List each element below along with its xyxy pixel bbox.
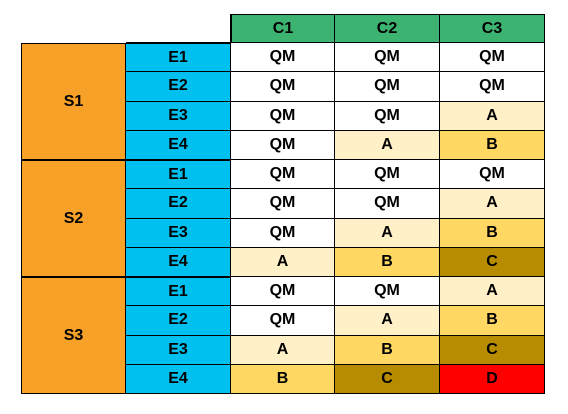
- matrix-cell: QM: [231, 277, 335, 307]
- row-label-s3-e4: E4: [126, 364, 231, 394]
- matrix-cell: QM: [335, 101, 440, 131]
- matrix-cell: QM: [231, 130, 335, 160]
- matrix-cell: A: [335, 306, 440, 336]
- group-label-s3: S3: [21, 277, 126, 394]
- risk-matrix-table: C1 C2 C3 S1 E1 QM QM QM E2 QM QM QM E3 QM QM A E4 QM A B…: [21, 14, 545, 394]
- matrix-cell: B: [440, 218, 545, 248]
- matrix-cell: A: [335, 218, 440, 248]
- matrix-cell: QM: [440, 160, 545, 190]
- matrix-cell: C: [335, 364, 440, 394]
- matrix-cell: B: [440, 306, 545, 336]
- matrix-cell: QM: [231, 101, 335, 131]
- matrix-cell: QM: [231, 306, 335, 336]
- matrix-cell: B: [440, 130, 545, 160]
- matrix-cell: D: [440, 364, 545, 394]
- matrix-cell: B: [335, 335, 440, 365]
- row-label-s3-e3: E3: [126, 335, 231, 365]
- matrix-cell: QM: [440, 72, 545, 102]
- matrix-cell: QM: [231, 218, 335, 248]
- matrix-cell: B: [335, 247, 440, 277]
- row-label-s1-e4: E4: [126, 130, 231, 160]
- matrix-cell: QM: [231, 72, 335, 102]
- matrix-cell: QM: [335, 72, 440, 102]
- row-label-s2-e1: E1: [126, 160, 231, 190]
- matrix-cell: QM: [335, 277, 440, 307]
- matrix-cell: A: [335, 130, 440, 160]
- matrix-cell: A: [440, 277, 545, 307]
- row-label-s1-e1: E1: [126, 43, 231, 73]
- matrix-cell: QM: [231, 189, 335, 219]
- row-label-s2-e3: E3: [126, 218, 231, 248]
- matrix-cell: A: [231, 247, 335, 277]
- row-label-s2-e2: E2: [126, 189, 231, 219]
- row-label-s1-e3: E3: [126, 101, 231, 131]
- row-label-s3-e1: E1: [126, 277, 231, 307]
- matrix-cell: A: [440, 101, 545, 131]
- corner-blank: [21, 14, 126, 43]
- group-label-s2: S2: [21, 160, 126, 277]
- group-label-s1: S1: [21, 43, 126, 160]
- matrix-cell: B: [231, 364, 335, 394]
- matrix-cell: QM: [231, 43, 335, 73]
- matrix-cell: QM: [335, 43, 440, 73]
- matrix-cell: QM: [335, 189, 440, 219]
- matrix-cell: C: [440, 335, 545, 365]
- column-header-c2: C2: [335, 14, 440, 43]
- row-label-s2-e4: E4: [126, 247, 231, 277]
- row-label-s1-e2: E2: [126, 72, 231, 102]
- matrix-cell: C: [440, 247, 545, 277]
- matrix-cell: QM: [231, 160, 335, 190]
- column-header-c3: C3: [440, 14, 545, 43]
- matrix-cell: QM: [335, 160, 440, 190]
- column-header-c1: C1: [231, 14, 335, 43]
- matrix-cell: A: [440, 189, 545, 219]
- matrix-cell: QM: [440, 43, 545, 73]
- corner-blank: [126, 14, 231, 43]
- matrix-cell: A: [231, 335, 335, 365]
- row-label-s3-e2: E2: [126, 306, 231, 336]
